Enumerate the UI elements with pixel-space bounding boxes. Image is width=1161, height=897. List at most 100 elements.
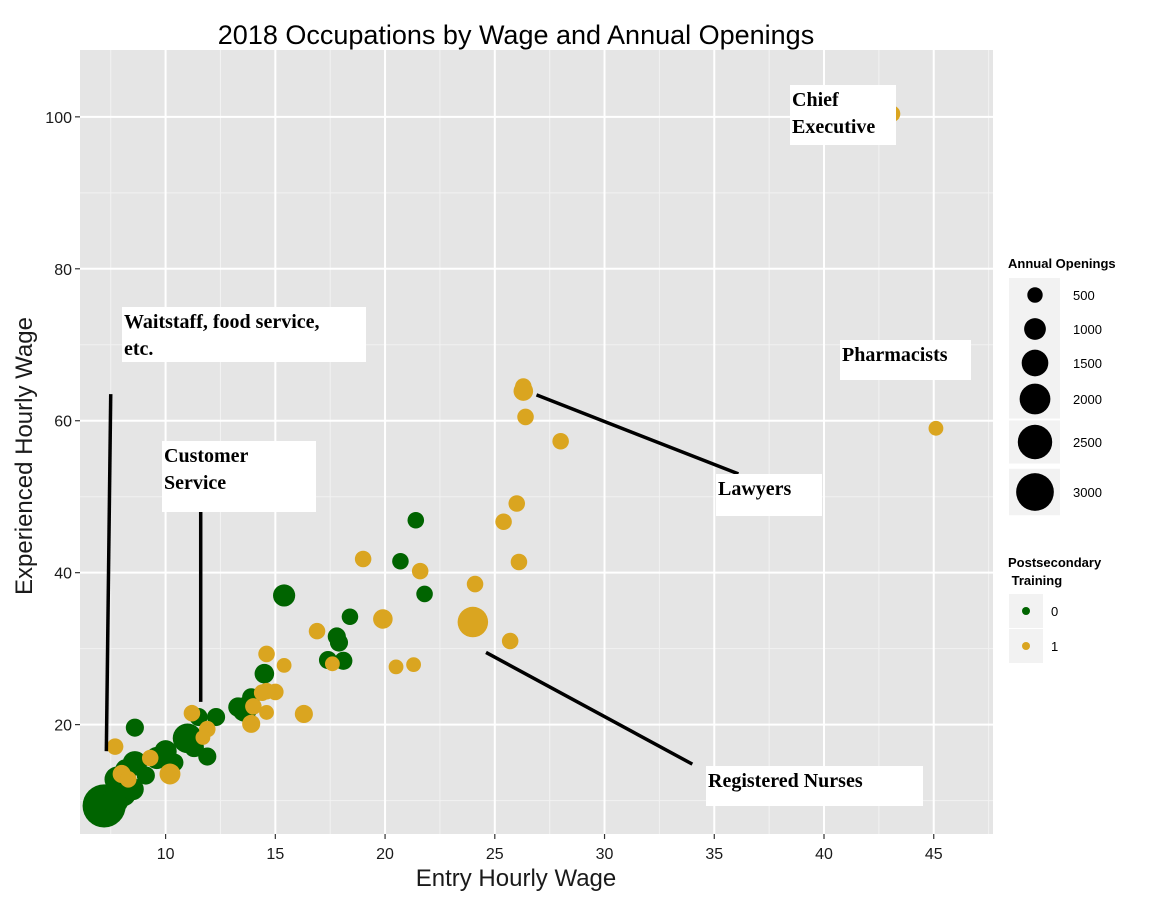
data-point-training-1 [294,704,313,724]
data-point-training-1 [501,632,519,650]
data-point-training-1 [388,659,404,675]
y-tick-label: 40 [54,566,72,583]
color-legend-key-1 [1022,642,1030,650]
size-legend-label: 1000 [1073,322,1102,337]
size-legend-key [1027,287,1043,303]
data-point-training-0 [207,707,226,727]
annotation-text: Chief [792,89,839,111]
annotation-label: Pharmacists [840,340,971,380]
data-point-training-1 [928,420,944,436]
color-legend-title-line-2: Training [1008,573,1062,588]
size-legend-key [1024,318,1046,340]
size-legend-title: Annual Openings [1008,256,1116,271]
annotation-pointer-lines [104,393,740,766]
data-point-training-0 [329,633,349,652]
data-point-training-1 [195,730,211,745]
data-point-training-1 [466,575,484,593]
data-point-training-1 [552,432,569,450]
data-point-training-1 [373,609,393,629]
data-point-training-1 [406,657,421,672]
x-axis-ticks: 10 15 20 25 30 35 40 45 [157,834,943,863]
data-point-training-1 [354,550,372,568]
size-legend-label: 2500 [1073,435,1102,450]
size-legend-label: 500 [1073,288,1095,303]
annotation-text: etc. [124,338,153,360]
data-point-training-1 [106,738,124,755]
data-point-training-0 [254,663,275,684]
size-legend-key [1019,383,1051,415]
annotation-text: Registered Nurses [708,770,863,792]
x-tick-label: 30 [596,846,614,863]
data-point-training-1 [411,562,429,580]
x-axis-title: Entry Hourly Wage [416,865,617,892]
annotation-text: Executive [792,116,875,138]
data-point-training-0 [198,747,217,766]
pointer-line-lawyers [535,393,740,476]
annotations: Chief Executive Pharmacists Waitstaff, food… [122,85,971,806]
data-point-training-1 [141,749,159,767]
annotation-box [716,474,822,516]
size-legend-label: 2000 [1073,392,1102,407]
x-tick-label: 40 [815,846,833,863]
data-point-training-0 [228,697,248,717]
data-point-training-1 [259,705,274,720]
annotation-text: Waitstaff, food service, [124,311,320,333]
data-point-training-1 [258,645,275,663]
data-point-training-1 [245,698,262,715]
annotation-text: Customer [164,445,249,467]
x-tick-label: 20 [376,846,394,863]
annotation-box [790,85,896,145]
chart-title: 2018 Occupations by Wage and Annual Open… [218,20,814,50]
data-point-training-0 [125,718,144,737]
data-point-training-1 [276,657,292,673]
data-point-training-0 [273,584,296,607]
size-legend-label: 1500 [1073,356,1102,371]
data-point-training-1 [267,683,284,701]
x-tick-label: 35 [705,846,723,863]
y-tick-label: 20 [54,718,72,735]
pointer-line-waitstaff [104,394,113,752]
color-legend-key-0 [1022,607,1030,615]
x-tick-label: 15 [266,846,284,863]
size-legend-key [1021,349,1049,377]
annotation-box [840,340,971,380]
annotation-label: Registered Nurses [706,766,923,806]
data-point-training-0 [392,552,409,570]
size-legend-key [1016,473,1054,511]
x-tick-label: 25 [486,846,504,863]
data-point-training-1 [515,378,532,395]
data-point-training-1 [159,763,181,785]
annotation-box [122,307,366,362]
color-legend-label: 1 [1051,639,1058,654]
data-point-training-1 [308,622,326,640]
y-axis-title: Experienced Hourly Wage [11,317,38,595]
data-point-training-0 [416,585,433,603]
data-point-training-1 [457,606,489,638]
annotation-text: Service [164,472,226,494]
size-legend-key [1017,424,1053,460]
data-point-training-0 [136,766,155,785]
data-points [82,105,944,828]
data-point-training-1 [508,495,526,512]
y-tick-label: 100 [45,110,72,127]
annotation-label: Waitstaff, food service, etc. [122,307,366,362]
y-tick-label: 60 [54,414,72,431]
y-tick-label: 80 [54,262,72,279]
data-point-training-1 [183,704,201,722]
annotation-text: Pharmacists [842,344,948,366]
color-legend-title-line-1: Postsecondary [1008,555,1102,570]
data-point-training-0 [407,511,425,529]
data-point-training-1 [517,408,534,426]
annotation-box [706,766,923,806]
data-point-training-1 [495,513,512,531]
annotation-label: Customer Service [162,441,316,512]
size-legend-label: 3000 [1073,485,1102,500]
color-legend-label: 0 [1051,604,1058,619]
data-point-training-1 [510,553,528,571]
x-tick-label: 45 [925,846,943,863]
annotation-box [162,441,316,512]
color-legend: Postsecondary Training 0 1 [1008,555,1102,663]
data-point-training-1 [242,714,261,733]
y-axis-ticks: 20 40 60 80 100 [45,110,80,735]
size-legend: Annual Openings 500 1000 1500 2000 2500 3000 [1008,256,1116,516]
